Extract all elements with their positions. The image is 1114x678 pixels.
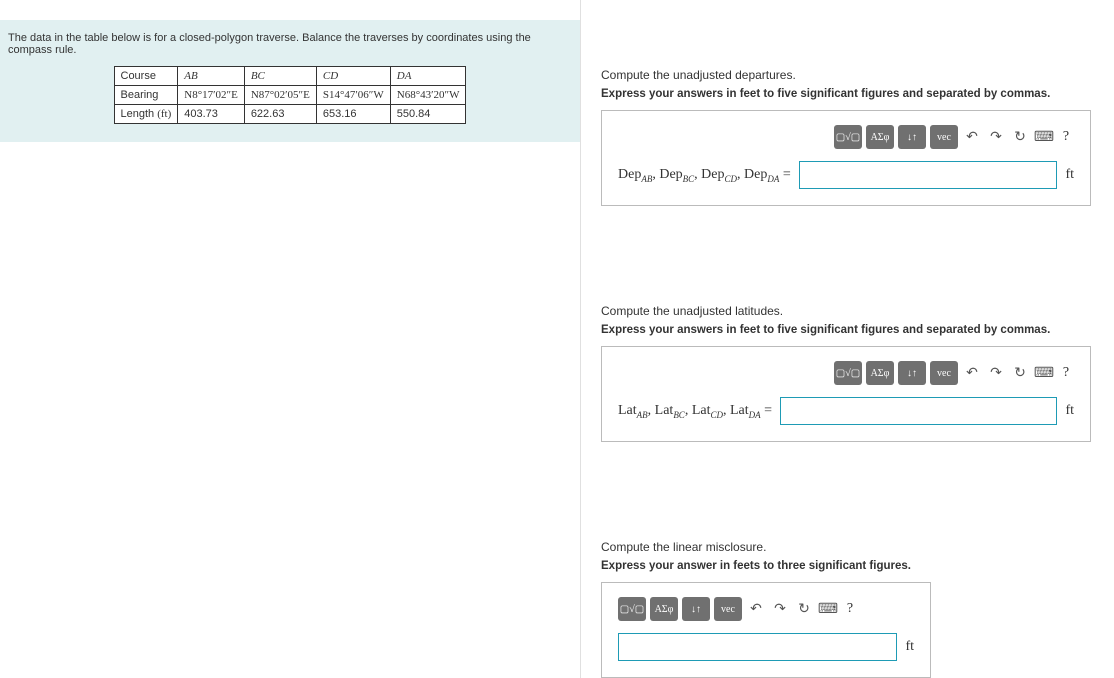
subsup-button[interactable]: ↓↑ xyxy=(682,597,710,621)
greek-button[interactable]: ΑΣφ xyxy=(866,361,894,385)
problem-intro: The data in the table below is for a clo… xyxy=(8,32,572,56)
traverse-table: Course AB BC CD DA Bearing N8°17′02″E N8… xyxy=(114,66,467,124)
answer-panel: Compute the unadjusted departures. Expre… xyxy=(580,0,1114,678)
unit-label: ft xyxy=(1065,403,1074,419)
help-button[interactable]: ? xyxy=(1058,125,1074,149)
table-cell: 622.63 xyxy=(244,105,316,124)
undo-button[interactable]: ↶ xyxy=(962,125,982,149)
answer-box: ▢√▢ ΑΣφ ↓↑ vec ↶ ↷ ↻ ⌨ ? LatAB, LatBC, L… xyxy=(601,346,1091,442)
subsup-button[interactable]: ↓↑ xyxy=(898,125,926,149)
table-header: DA xyxy=(390,67,466,86)
help-button[interactable]: ? xyxy=(842,597,858,621)
part-label-redacted xyxy=(601,40,661,58)
keyboard-button[interactable]: ⌨ xyxy=(1034,361,1054,385)
vec-button[interactable]: vec xyxy=(930,125,958,149)
instructions: Express your answer in feets to three si… xyxy=(601,560,1114,572)
part-latitudes: Compute the unadjusted latitudes. Expres… xyxy=(601,276,1114,442)
table-cell: Bearing xyxy=(114,86,178,105)
reset-button[interactable]: ↻ xyxy=(1010,125,1030,149)
answer-box: ▢√▢ ΑΣφ ↓↑ vec ↶ ↷ ↻ ⌨ ? DepAB, DepBC, D… xyxy=(601,110,1091,206)
prompt: Compute the unadjusted departures. xyxy=(601,68,1114,82)
table-row: Course AB BC CD DA xyxy=(114,67,466,86)
table-cell: N87°02′05″E xyxy=(244,86,316,105)
table-cell: 403.73 xyxy=(178,105,245,124)
greek-button[interactable]: ΑΣφ xyxy=(650,597,678,621)
table-cell: 653.16 xyxy=(316,105,390,124)
problem-box: The data in the table below is for a clo… xyxy=(0,20,580,142)
keyboard-button[interactable]: ⌨ xyxy=(818,597,838,621)
table-cell: N68°43′20″W xyxy=(390,86,466,105)
answer-row: ft xyxy=(618,633,914,661)
template-button[interactable]: ▢√▢ xyxy=(834,125,862,149)
greek-button[interactable]: ΑΣφ xyxy=(866,125,894,149)
reset-button[interactable]: ↻ xyxy=(1010,361,1030,385)
reset-button[interactable]: ↻ xyxy=(794,597,814,621)
misclosure-input[interactable] xyxy=(618,633,897,661)
equation-toolbar: ▢√▢ ΑΣφ ↓↑ vec ↶ ↷ ↻ ⌨ ? xyxy=(618,125,1074,149)
prompt: Compute the unadjusted latitudes. xyxy=(601,304,1114,318)
subsup-button[interactable]: ↓↑ xyxy=(898,361,926,385)
table-cell: N8°17′02″E xyxy=(178,86,245,105)
answer-row: DepAB, DepBC, DepCD, DepDA = ft xyxy=(618,161,1074,189)
template-button[interactable]: ▢√▢ xyxy=(618,597,646,621)
keyboard-button[interactable]: ⌨ xyxy=(1034,125,1054,149)
unit-label: ft xyxy=(905,639,914,655)
table-row: Bearing N8°17′02″E N87°02′05″E S14°47′06… xyxy=(114,86,466,105)
table-header: AB xyxy=(178,67,245,86)
part-departures: Compute the unadjusted departures. Expre… xyxy=(601,40,1114,206)
redo-button[interactable]: ↷ xyxy=(986,361,1006,385)
answer-row: LatAB, LatBC, LatCD, LatDA = ft xyxy=(618,397,1074,425)
equation-toolbar: ▢√▢ ΑΣφ ↓↑ vec ↶ ↷ ↻ ⌨ ? xyxy=(618,597,914,621)
undo-button[interactable]: ↶ xyxy=(746,597,766,621)
redo-button[interactable]: ↷ xyxy=(770,597,790,621)
help-button[interactable]: ? xyxy=(1058,361,1074,385)
table-header: Course xyxy=(114,67,178,86)
part-label-redacted xyxy=(601,512,661,530)
redo-button[interactable]: ↷ xyxy=(986,125,1006,149)
table-header: CD xyxy=(316,67,390,86)
instructions: Express your answers in feet to five sig… xyxy=(601,324,1114,336)
variable-label: DepAB, DepBC, DepCD, DepDA = xyxy=(618,167,791,184)
answer-box: ▢√▢ ΑΣφ ↓↑ vec ↶ ↷ ↻ ⌨ ? ft xyxy=(601,582,931,678)
latitudes-input[interactable] xyxy=(780,397,1057,425)
part-label-redacted xyxy=(601,276,661,294)
instructions: Express your answers in feet to five sig… xyxy=(601,88,1114,100)
template-button[interactable]: ▢√▢ xyxy=(834,361,862,385)
table-row: Length (ft) 403.73 622.63 653.16 550.84 xyxy=(114,105,466,124)
problem-panel: The data in the table below is for a clo… xyxy=(0,0,580,678)
undo-button[interactable]: ↶ xyxy=(962,361,982,385)
table-cell: 550.84 xyxy=(390,105,466,124)
table-header: BC xyxy=(244,67,316,86)
variable-label: LatAB, LatBC, LatCD, LatDA = xyxy=(618,403,772,420)
vec-button[interactable]: vec xyxy=(714,597,742,621)
prompt: Compute the linear misclosure. xyxy=(601,540,1114,554)
departures-input[interactable] xyxy=(799,161,1058,189)
vec-button[interactable]: vec xyxy=(930,361,958,385)
part-misclosure: Compute the linear misclosure. Express y… xyxy=(601,512,1114,678)
table-cell: Length (ft) xyxy=(114,105,178,124)
equation-toolbar: ▢√▢ ΑΣφ ↓↑ vec ↶ ↷ ↻ ⌨ ? xyxy=(618,361,1074,385)
unit-label: ft xyxy=(1065,167,1074,183)
table-cell: S14°47′06″W xyxy=(316,86,390,105)
